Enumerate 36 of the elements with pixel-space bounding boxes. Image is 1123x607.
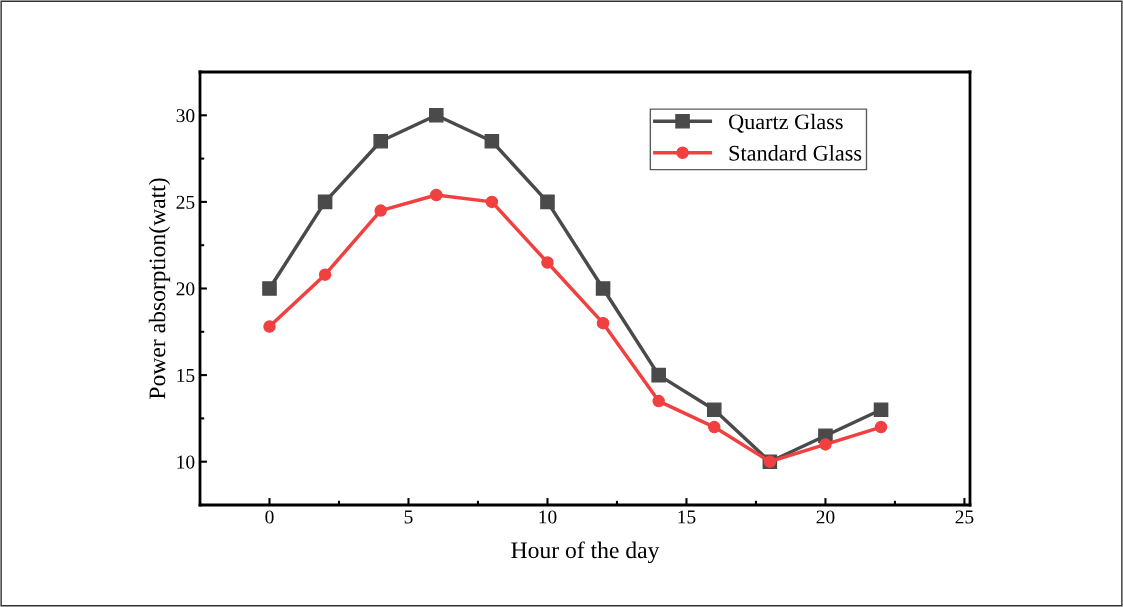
y-tick-label: 25 xyxy=(176,195,195,209)
point xyxy=(874,420,888,434)
y-axis-title: Power absorption(watt) xyxy=(148,178,171,399)
x-tick-label: 25 xyxy=(955,510,974,524)
point xyxy=(428,108,444,123)
x-tick-label: 5 xyxy=(404,510,413,524)
point xyxy=(541,256,554,269)
point xyxy=(485,195,499,209)
y-tick-label: 30 xyxy=(176,109,195,123)
point xyxy=(596,316,610,330)
point xyxy=(708,420,721,434)
point xyxy=(819,438,832,451)
y-tick-label: 20 xyxy=(176,282,195,296)
legend-label: Standard Glass xyxy=(729,145,862,161)
point xyxy=(263,320,276,333)
point xyxy=(318,268,332,281)
point xyxy=(374,204,387,217)
point xyxy=(652,394,665,408)
x-tick-label: 20 xyxy=(816,510,835,524)
point xyxy=(595,281,611,296)
point xyxy=(540,194,555,210)
point xyxy=(651,367,666,383)
point xyxy=(373,133,388,149)
point xyxy=(706,402,722,418)
point xyxy=(484,133,500,149)
point xyxy=(430,188,443,202)
legend-label: Quartz Glass xyxy=(729,113,843,133)
point xyxy=(317,194,333,210)
y-tick-label: 15 xyxy=(177,369,195,383)
x-tick-label: 0 xyxy=(265,510,274,524)
x-axis-title: Hour of the day xyxy=(511,541,660,564)
x-tick-label: 15 xyxy=(678,510,696,524)
point xyxy=(262,281,277,296)
x-tick-label: 10 xyxy=(539,510,557,524)
point xyxy=(873,402,889,418)
y-tick-label: 10 xyxy=(177,455,195,469)
